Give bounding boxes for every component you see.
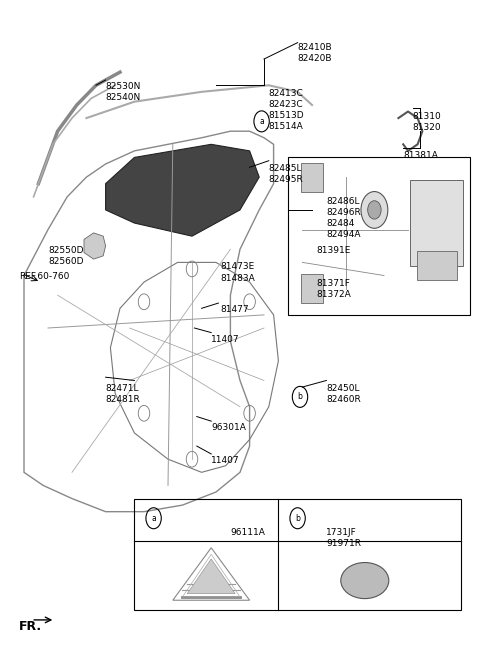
- Text: 81391E: 81391E: [317, 246, 351, 255]
- Text: 1731JF
91971R: 1731JF 91971R: [326, 528, 361, 548]
- Circle shape: [361, 192, 388, 228]
- Text: 81381A: 81381A: [403, 151, 438, 160]
- FancyBboxPatch shape: [410, 180, 463, 266]
- Text: 81310
81320: 81310 81320: [413, 112, 442, 132]
- Text: 81473E
81483A: 81473E 81483A: [221, 262, 255, 283]
- Polygon shape: [106, 144, 259, 236]
- Text: 82413C
82423C
81513D
81514A: 82413C 82423C 81513D 81514A: [269, 89, 304, 131]
- Text: b: b: [298, 392, 302, 401]
- FancyBboxPatch shape: [301, 274, 323, 303]
- Polygon shape: [187, 559, 235, 594]
- Text: 82450L
82460R: 82450L 82460R: [326, 384, 361, 404]
- Text: a: a: [151, 514, 156, 523]
- Text: 82486L
82496R
82484
82494A: 82486L 82496R 82484 82494A: [326, 197, 361, 239]
- Text: b: b: [295, 514, 300, 523]
- Text: 82550D
82560D: 82550D 82560D: [48, 246, 84, 266]
- Text: 96301A: 96301A: [211, 423, 246, 432]
- Ellipse shape: [341, 562, 389, 598]
- Text: 82530N
82540N: 82530N 82540N: [106, 82, 141, 102]
- Text: 11407: 11407: [211, 456, 240, 465]
- FancyBboxPatch shape: [417, 251, 457, 280]
- Polygon shape: [84, 233, 106, 259]
- FancyBboxPatch shape: [301, 163, 323, 192]
- Circle shape: [368, 201, 381, 219]
- Text: 82485L
82495R: 82485L 82495R: [269, 164, 303, 184]
- Text: 82471L
82481R: 82471L 82481R: [106, 384, 140, 404]
- Text: 81371F
81372A: 81371F 81372A: [317, 279, 351, 299]
- Text: 96111A: 96111A: [230, 528, 265, 537]
- Text: 82410B
82420B: 82410B 82420B: [298, 43, 332, 63]
- Text: a: a: [259, 117, 264, 126]
- Text: 11407: 11407: [211, 335, 240, 344]
- Text: REF.60-760: REF.60-760: [19, 272, 70, 281]
- Text: FR.: FR.: [19, 620, 42, 633]
- Text: 81477: 81477: [221, 305, 250, 314]
